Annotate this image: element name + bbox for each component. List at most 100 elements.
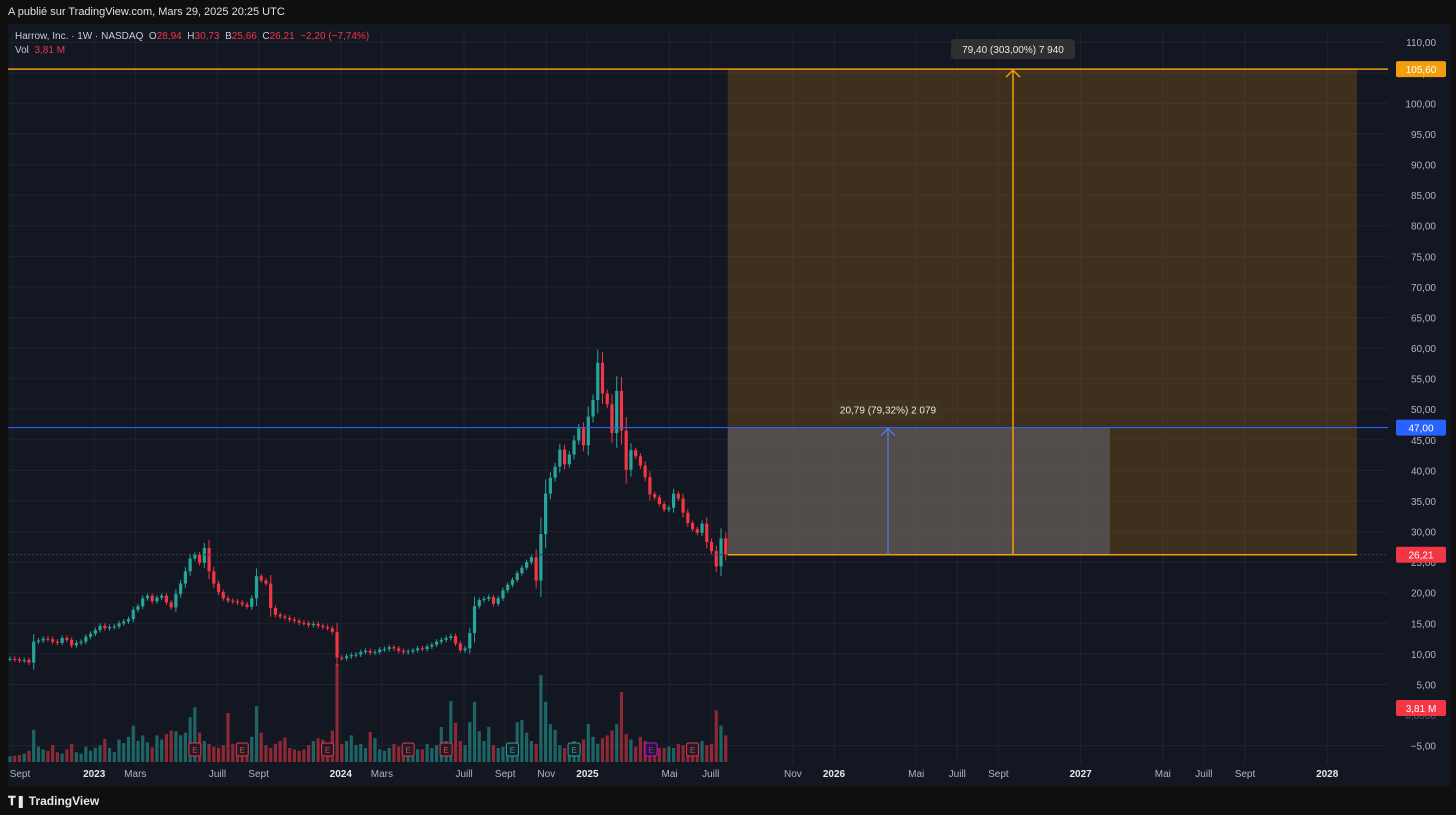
volume-bar xyxy=(269,748,273,762)
candle-body xyxy=(330,628,334,632)
volume-bar xyxy=(558,745,562,762)
volume-bar xyxy=(112,752,116,762)
candle-body xyxy=(164,595,169,603)
chart-area[interactable]: E E E E E E E E E 20,79 (79,32%) 2 079 79,40 (303,… xyxy=(8,24,1450,786)
candle-body xyxy=(79,641,83,643)
candle-body xyxy=(8,658,12,660)
volume-bar xyxy=(8,756,12,762)
volume-bar xyxy=(278,741,282,762)
price-tick-label: 25,00 xyxy=(1411,558,1436,569)
volume-bar xyxy=(32,729,36,762)
candle-body xyxy=(453,636,458,644)
candle-body xyxy=(141,598,145,607)
price-chart[interactable]: E E E E E E E E E 20,79 (79,32%) 2 079 79,40 (303,… xyxy=(8,24,1450,786)
candle-body xyxy=(349,655,353,657)
candle-body xyxy=(155,597,159,602)
time-tick-label: 2023 xyxy=(83,769,106,780)
time-tick-label: Mars xyxy=(371,769,393,780)
time-tick-label: Juill xyxy=(702,769,719,780)
volume-bar xyxy=(453,722,458,762)
earnings-marker xyxy=(686,742,700,757)
volume-bar xyxy=(22,753,26,762)
close-label: C xyxy=(262,31,270,42)
open-label: O xyxy=(148,31,157,42)
candle-body xyxy=(112,626,116,628)
time-tick-label: Sept xyxy=(248,769,269,780)
volume-bar xyxy=(520,720,524,762)
candle-body xyxy=(572,440,576,455)
candle-body xyxy=(648,477,652,495)
candle-body xyxy=(46,638,50,640)
earnings-marker xyxy=(235,742,249,757)
candle-body xyxy=(605,393,609,405)
target-price-label-bg xyxy=(1396,61,1446,78)
candle-body xyxy=(439,639,443,642)
candle-body xyxy=(107,626,112,629)
candle-body xyxy=(150,595,154,602)
candle-body xyxy=(487,597,491,599)
candle-body xyxy=(278,614,282,617)
volume-value: 3,81 M xyxy=(34,45,66,56)
candle-body xyxy=(269,583,273,609)
volume-bar xyxy=(117,739,121,762)
candle-body xyxy=(32,641,36,663)
candle-body xyxy=(444,637,448,640)
volume-bar xyxy=(586,724,590,762)
candle-body xyxy=(719,538,723,567)
volume-bar xyxy=(705,745,709,762)
tradingview-logo[interactable]: 𝐓❚ TradingView xyxy=(8,794,99,809)
volume-bar xyxy=(264,745,268,762)
volume-bar xyxy=(468,722,472,762)
volume-bar xyxy=(624,734,628,762)
candle-body xyxy=(562,449,567,465)
earnings-marker-label: E xyxy=(325,746,330,755)
volume-bar xyxy=(344,741,349,762)
publish-info: A publié sur TradingView.com, Mars 29, 2… xyxy=(8,6,285,18)
volume-bar xyxy=(681,745,685,762)
volume-bar xyxy=(307,745,311,762)
measure-small-label: 20,79 (79,32%) 2 079 xyxy=(840,406,937,417)
candle-body xyxy=(373,652,377,654)
candle-body xyxy=(529,557,533,563)
candle-body xyxy=(695,529,699,533)
candle-body xyxy=(482,598,486,601)
candle-body xyxy=(681,498,685,513)
candle-body xyxy=(259,576,263,581)
candle-body xyxy=(55,641,59,643)
volume-bar xyxy=(392,743,396,762)
price-tick-label: 35,00 xyxy=(1411,497,1436,508)
time-tick-label: Sept xyxy=(988,769,1009,780)
candle-body xyxy=(283,616,287,618)
candle-body xyxy=(397,648,401,651)
volume-bar xyxy=(70,743,74,762)
volume-bar xyxy=(581,739,586,762)
candle-body xyxy=(672,493,676,508)
time-tick-label: 2026 xyxy=(823,769,846,780)
time-tick-label: Juill xyxy=(209,769,226,780)
candle-body xyxy=(221,592,225,599)
volume-bar xyxy=(93,748,97,762)
line-price-label-bg xyxy=(1396,419,1446,436)
volume-bar xyxy=(416,749,420,762)
volume-price-label-bg xyxy=(1396,700,1446,716)
volume-bar xyxy=(496,748,500,762)
volume-bar xyxy=(714,710,718,762)
candle-body xyxy=(183,571,187,584)
candle-body xyxy=(411,650,415,652)
volume-bar xyxy=(288,748,292,762)
low-label: B xyxy=(225,31,232,42)
candle-body xyxy=(581,428,586,446)
time-tick-label: Nov xyxy=(784,769,802,780)
candle-body xyxy=(416,648,420,651)
volume-bar xyxy=(397,746,401,762)
measure-large-arrowhead xyxy=(1005,69,1021,78)
candle-body xyxy=(600,362,605,394)
candle-body xyxy=(103,625,107,629)
volume-bar xyxy=(316,738,320,762)
volume-bar xyxy=(311,741,315,762)
candle-body xyxy=(724,538,728,555)
earnings-marker-label: E xyxy=(510,746,515,755)
time-tick-label: 2025 xyxy=(576,769,599,780)
candle-body xyxy=(212,571,216,584)
volume-bar xyxy=(501,746,505,762)
